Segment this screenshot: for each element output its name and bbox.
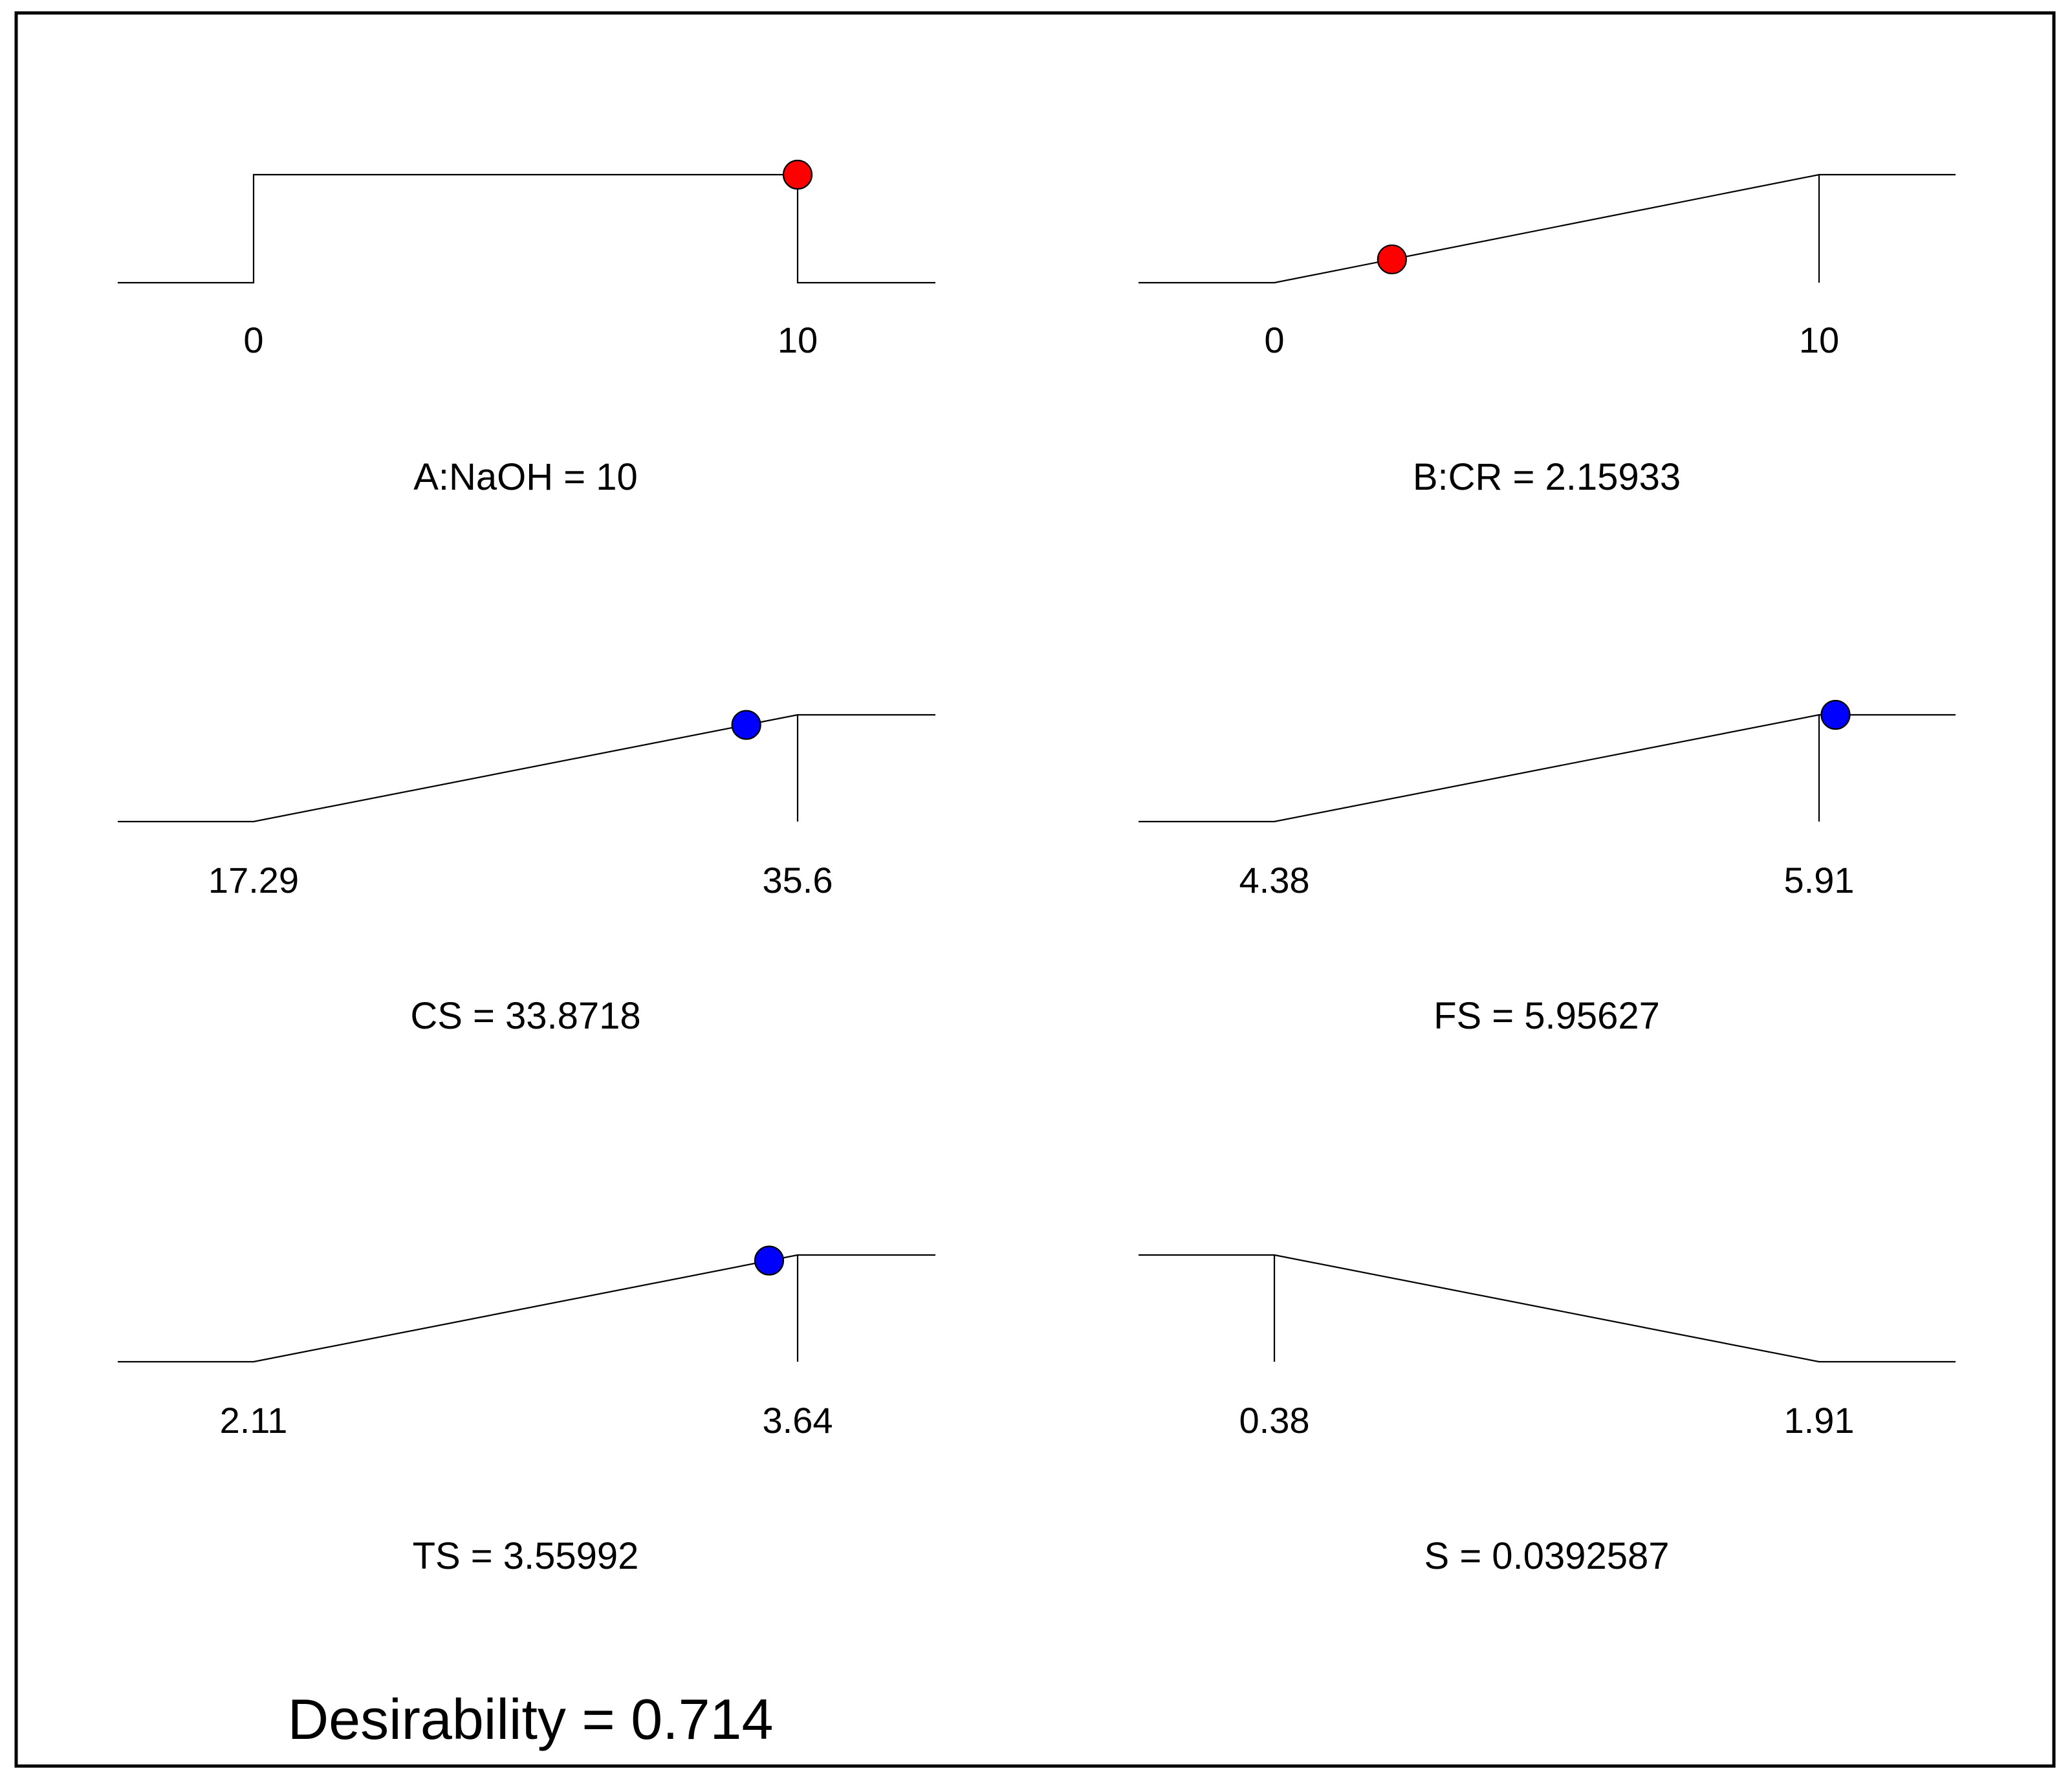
low-limit-label: 17.29 [208,860,299,900]
panel-title-fs: FS = 5.95627 [1434,995,1660,1037]
desirability-ramp-fs [1139,714,1956,823]
panel-s: 0.38 1.91 S = 0.0392587 [1139,1254,1956,1577]
high-limit-label: 10 [778,320,818,360]
panel-title-s: S = 0.0392587 [1424,1535,1670,1577]
desirability-ramp-s [1139,1254,1956,1363]
value-marker-b-cr [1377,244,1407,275]
low-limit-label: 0 [1264,320,1284,360]
panel-fs: 4.38 5.91 FS = 5.95627 [1139,699,1956,1037]
panel-b-cr: 0 10 B:CR = 2.15933 [1139,173,1956,498]
panel-title-cs: CS = 33.8718 [410,995,640,1037]
low-limit-label: 0.38 [1239,1400,1310,1441]
desirability-ramp-cs [118,714,935,823]
high-limit-label: 35.6 [763,860,833,900]
panel-a-naoh: 0 10 A:NaOH = 10 [118,159,935,498]
low-limit-label: 0 [243,320,263,360]
value-marker-fs [1820,699,1851,730]
value-marker-a-naoh [782,159,813,190]
panel-cs: 17.29 35.6 CS = 33.8718 [118,710,935,1037]
low-limit-label: 4.38 [1239,860,1310,900]
panel-title-a-naoh: A:NaOH = 10 [413,456,638,498]
panel-title-ts: TS = 3.55992 [413,1535,639,1577]
high-limit-label: 10 [1799,320,1839,360]
panel-title-b-cr: B:CR = 2.15933 [1413,456,1681,498]
high-limit-label: 3.64 [763,1400,833,1441]
ramp-panels: 0 10 A:NaOH = 10 0 10 B:CR = 2.15933 17.29 35.6… [118,159,1956,1577]
high-limit-label: 5.91 [1784,860,1855,900]
chart-frame [14,11,2056,1768]
desirability-ramp-b-cr [1139,173,1956,284]
desirability-label: Desirability = 0.714 [288,1687,774,1751]
value-marker-ts [754,1245,785,1276]
desirability-ramp-a-naoh [118,173,935,284]
panel-ts: 2.11 3.64 TS = 3.55992 [118,1245,935,1577]
value-marker-cs [731,710,761,740]
desirability-ramp-ts [118,1254,935,1363]
low-limit-label: 2.11 [220,1400,288,1441]
high-limit-label: 1.91 [1784,1400,1855,1441]
